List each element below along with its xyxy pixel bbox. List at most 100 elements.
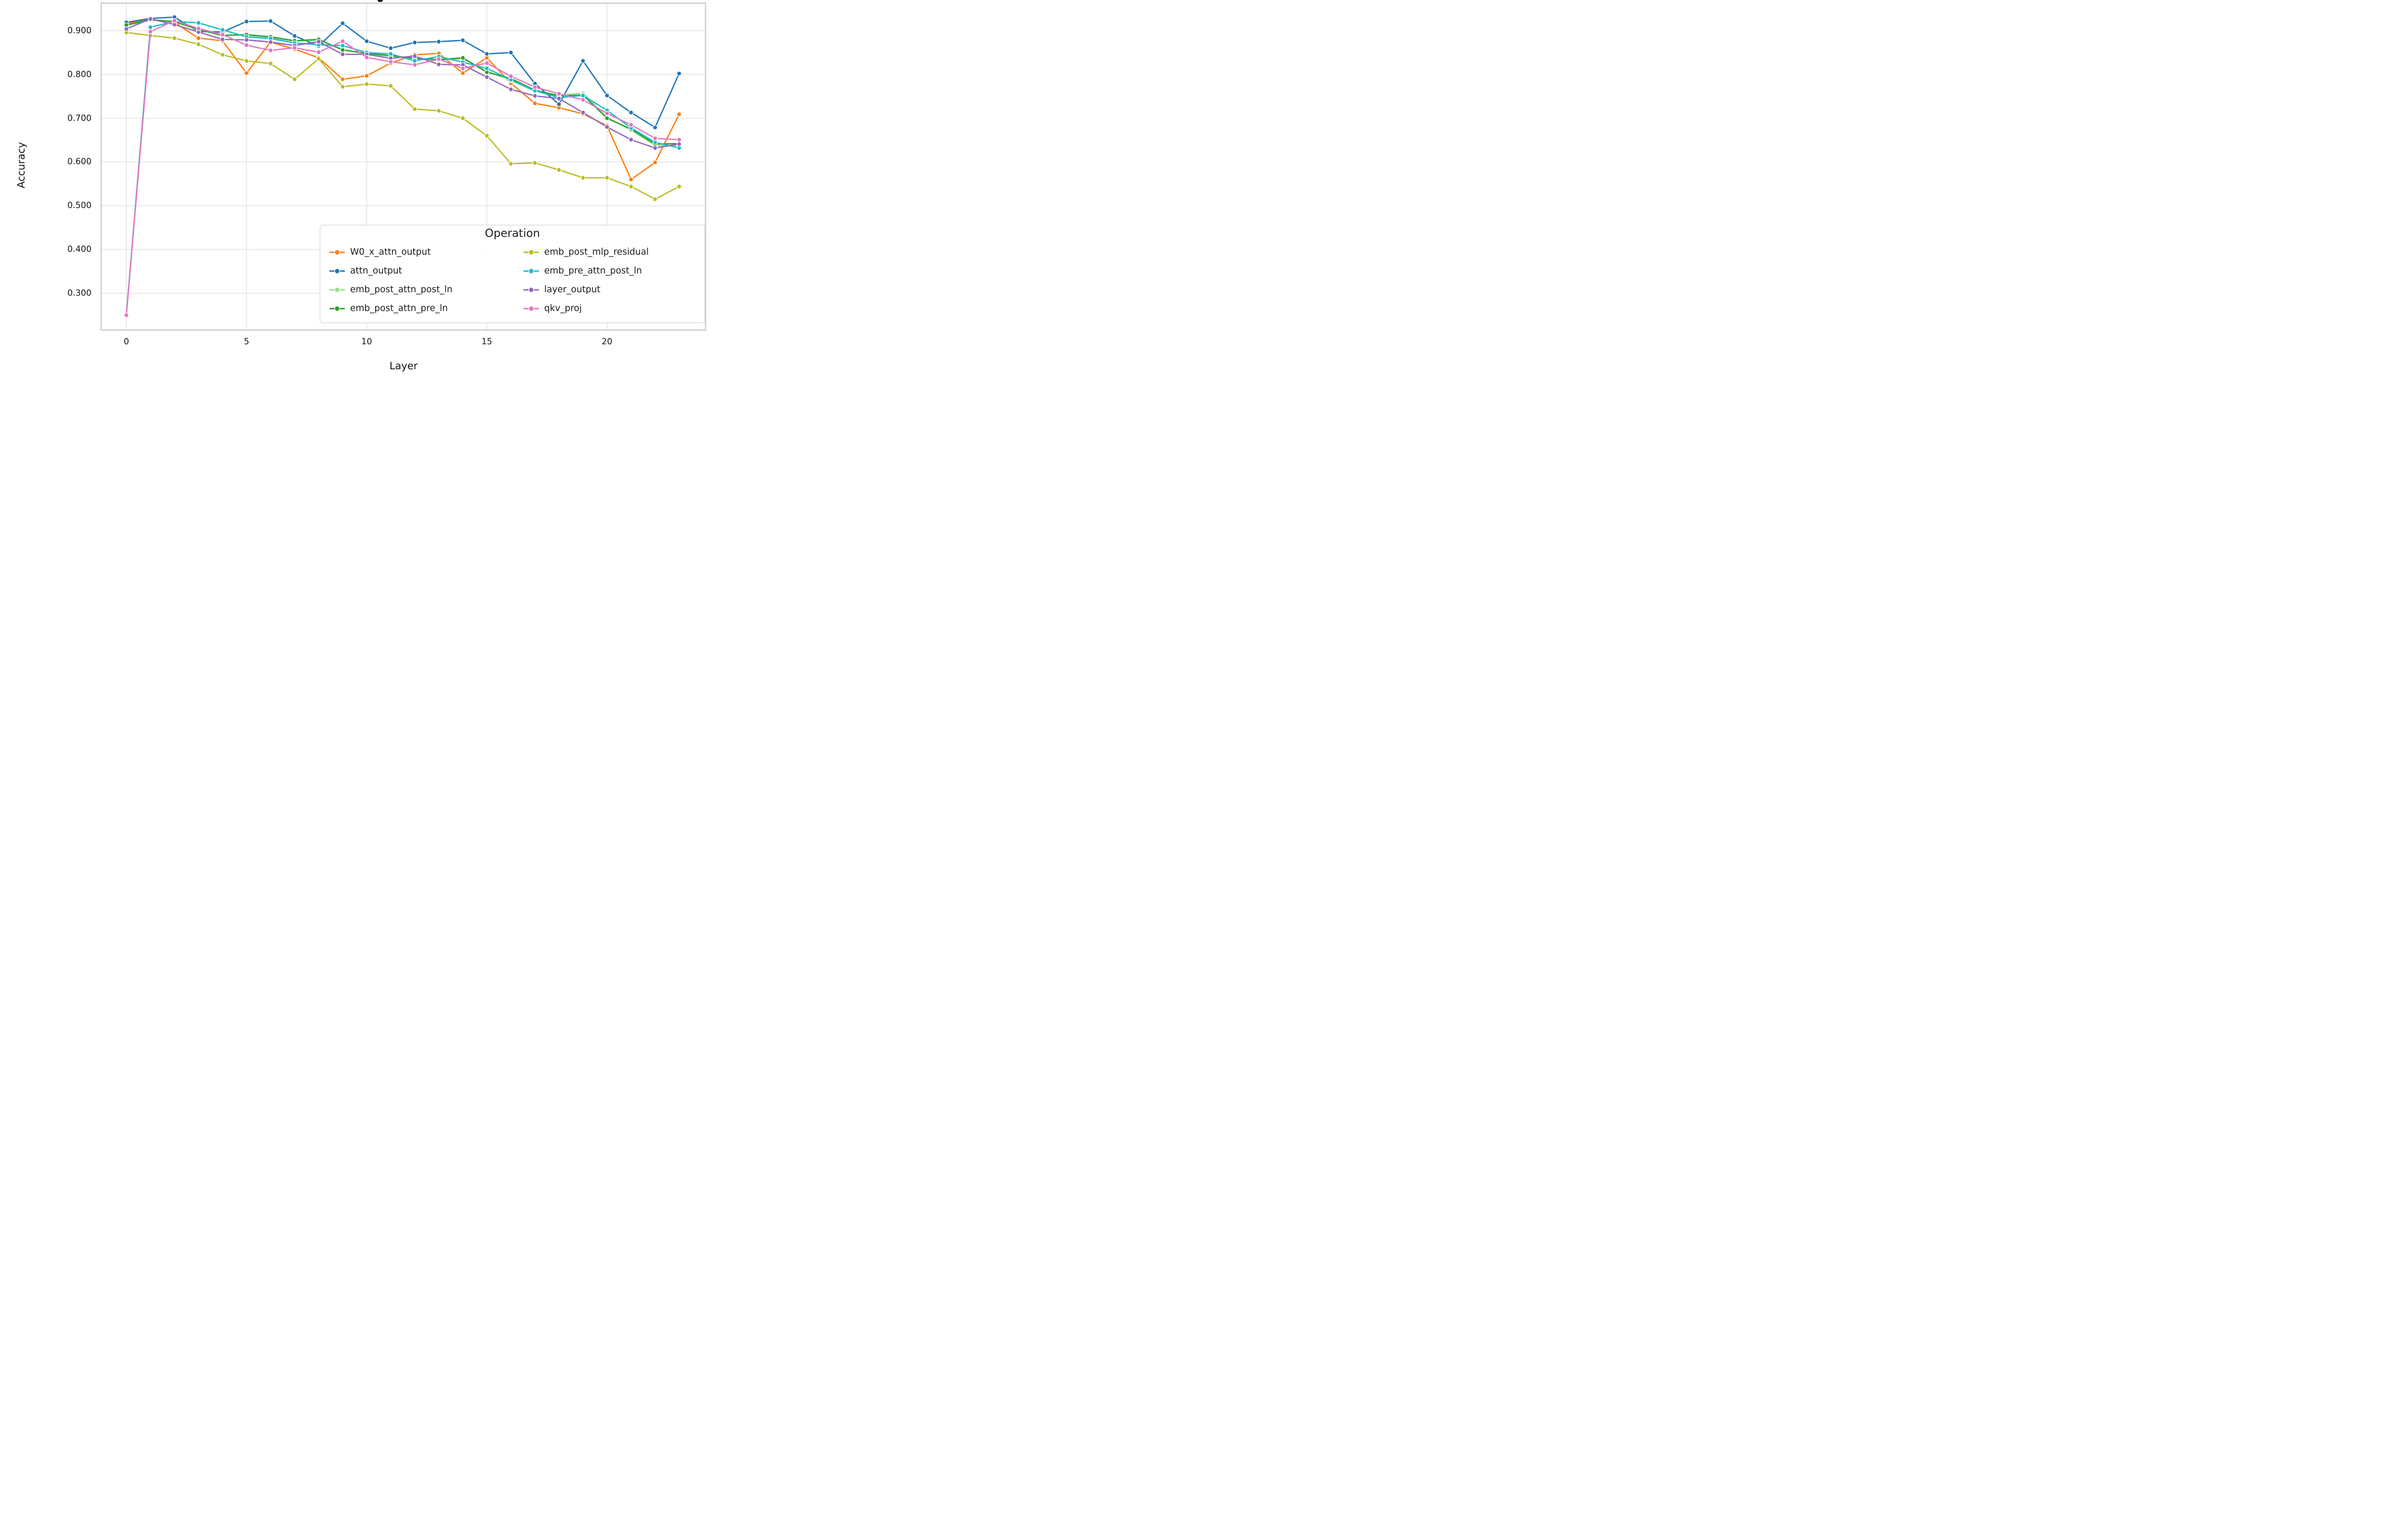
data-point-emb_post_mlp_residual — [676, 184, 682, 189]
data-point-qkv_proj — [676, 137, 682, 143]
data-point-attn_output — [604, 93, 610, 98]
data-point-qkv_proj — [460, 65, 466, 71]
data-point-emb_pre_attn_post_ln — [484, 65, 490, 71]
data-point-layer_output — [580, 110, 586, 115]
data-point-qkv_proj — [508, 74, 514, 79]
line-chart-canvas — [100, 2, 707, 331]
data-point-layer_output — [508, 87, 514, 92]
y-tick-0.900: 0.900 — [67, 26, 92, 36]
figure: 0.900 0.800 0.700 0.600 0.500 0.400 0.300 0 5 10… — [0, 0, 722, 384]
data-point-qkv_proj — [268, 48, 274, 53]
data-point-layer_output — [412, 53, 418, 59]
plot-border — [100, 2, 707, 331]
data-point-layer_output — [652, 145, 658, 151]
data-point-qkv_proj — [220, 32, 225, 38]
data-point-qkv_proj — [388, 59, 393, 65]
data-point-emb_post_attn_pre_ln — [604, 116, 610, 121]
legend-item-qkv_proj: qkv_proj — [523, 299, 705, 318]
data-point-W0_x_attn_output — [244, 70, 249, 76]
data-point-attn_output — [628, 110, 634, 115]
data-point-W0_x_attn_output — [532, 101, 537, 106]
data-point-W0_x_attn_output — [364, 73, 369, 78]
data-point-attn_output — [508, 50, 514, 55]
data-point-W0_x_attn_output — [676, 112, 682, 117]
data-point-layer_output — [604, 124, 610, 130]
y-axis-label: Accuracy — [15, 142, 27, 188]
data-point-emb_post_mlp_residual — [508, 161, 514, 167]
data-point-emb_pre_attn_post_ln — [220, 27, 225, 33]
legend-column: W0_x_attn_output attn_output emb_post_attn… — [320, 243, 512, 318]
data-point-W0_x_attn_output — [460, 70, 466, 76]
data-point-attn_output — [292, 33, 297, 39]
data-point-qkv_proj — [412, 62, 418, 67]
legend-item-W0_x_attn_output: W0_x_attn_output — [329, 243, 512, 261]
data-point-attn_output — [388, 45, 393, 51]
data-point-attn_output — [652, 125, 658, 130]
data-point-emb_pre_attn_post_ln — [148, 25, 153, 30]
legend-item-emb_post_attn_post_ln: emb_post_attn_post_ln — [329, 280, 512, 299]
data-point-emb_post_mlp_residual — [220, 52, 225, 58]
data-point-emb_pre_attn_post_ln — [580, 93, 586, 98]
data-point-qkv_proj — [148, 29, 153, 34]
x-tick-5: 5 — [244, 337, 249, 347]
data-point-layer_output — [268, 39, 274, 45]
x-tick-15: 15 — [481, 337, 493, 347]
legend-column: emb_post_mlp_residual emb_pre_attn_post_l… — [512, 243, 705, 318]
data-point-emb_post_mlp_residual — [268, 61, 274, 66]
data-point-qkv_proj — [604, 111, 610, 116]
legend-marker-icon — [329, 249, 345, 255]
data-point-layer_output — [484, 74, 490, 80]
data-point-attn_output — [244, 19, 249, 24]
y-tick-0.400: 0.400 — [67, 245, 92, 255]
series-line-emb_post_mlp_residual — [126, 32, 680, 200]
data-point-emb_post_mlp_residual — [244, 58, 249, 64]
data-point-attn_output — [580, 58, 586, 64]
data-point-qkv_proj — [316, 50, 321, 55]
x-axis-label: Layer — [389, 360, 418, 372]
data-point-emb_post_mlp_residual — [628, 184, 634, 189]
data-point-W0_x_attn_output — [628, 177, 634, 182]
data-point-emb_post_attn_pre_ln — [460, 55, 466, 61]
legend-label: attn_output — [350, 266, 402, 276]
x-tick-10: 10 — [361, 337, 372, 347]
data-point-layer_output — [148, 16, 153, 22]
y-tick-0.300: 0.300 — [67, 288, 92, 299]
data-point-emb_post_mlp_residual — [604, 175, 610, 181]
data-point-emb_post_mlp_residual — [484, 133, 490, 139]
legend-marker-icon — [329, 305, 345, 312]
series-line-W0_x_attn_output — [126, 18, 680, 181]
legend-marker-icon — [523, 305, 539, 312]
data-point-attn_output — [556, 102, 562, 107]
data-point-layer_output — [244, 37, 249, 43]
data-point-layer_output — [676, 141, 682, 147]
y-tick-0.600: 0.600 — [67, 157, 92, 167]
legend-title: Operation — [484, 227, 540, 240]
data-point-qkv_proj — [556, 91, 562, 96]
data-point-attn_output — [460, 38, 466, 43]
data-point-emb_post_mlp_residual — [388, 83, 393, 89]
data-point-qkv_proj — [124, 312, 129, 318]
legend-box: Operation W0_x_attn_output attn_output emb… — [320, 225, 705, 323]
legend-label: W0_x_attn_output — [350, 247, 431, 257]
legend-item-emb_pre_attn_post_ln: emb_pre_attn_post_ln — [523, 261, 705, 280]
data-point-emb_pre_attn_post_ln — [388, 51, 393, 57]
data-point-layer_output — [556, 96, 562, 101]
x-tick-0: 0 — [123, 337, 129, 347]
legend-marker-icon — [523, 249, 539, 255]
data-point-attn_output — [676, 71, 682, 77]
legend-label: emb_post_attn_post_ln — [350, 285, 453, 295]
cropped-title-fragment — [378, 0, 383, 2]
data-point-qkv_proj — [364, 54, 369, 60]
data-point-W0_x_attn_output — [196, 35, 201, 41]
data-point-emb_post_mlp_residual — [196, 41, 201, 47]
data-point-emb_post_mlp_residual — [556, 167, 562, 173]
legend-item-attn_output: attn_output — [329, 261, 512, 280]
legend-marker-icon — [523, 286, 539, 293]
data-point-emb_post_mlp_residual — [340, 84, 345, 90]
data-point-qkv_proj — [244, 42, 249, 48]
legend-marker-icon — [523, 268, 539, 274]
legend-item-emb_post_attn_pre_ln: emb_post_attn_pre_ln — [329, 299, 512, 318]
data-point-attn_output — [484, 51, 490, 57]
y-tick-0.500: 0.500 — [67, 201, 92, 211]
data-point-emb_post_mlp_residual — [171, 35, 177, 41]
